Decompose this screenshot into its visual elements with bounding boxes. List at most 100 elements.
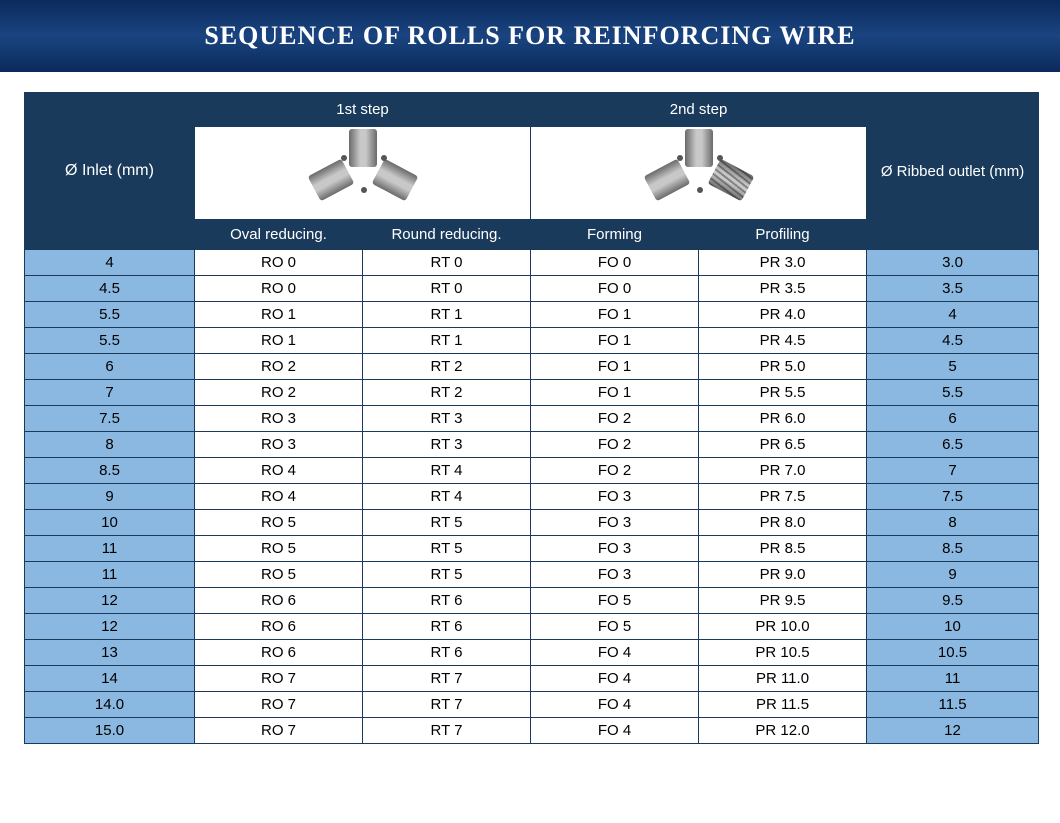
cell-forming: FO 3 xyxy=(531,536,699,562)
cell-profiling: PR 4.0 xyxy=(699,302,867,328)
cell-round: RT 2 xyxy=(363,354,531,380)
table-row: 7RO 2RT 2FO 1PR 5.55.5 xyxy=(25,380,1039,406)
cell-outlet: 7 xyxy=(867,458,1039,484)
table-body: 4RO 0RT 0FO 0PR 3.03.04.5RO 0RT 0FO 0PR … xyxy=(25,250,1039,744)
cell-profiling: PR 11.5 xyxy=(699,692,867,718)
cell-inlet: 5.5 xyxy=(25,302,195,328)
cell-oval: RO 7 xyxy=(195,692,363,718)
header-outlet: Ø Ribbed outlet (mm) xyxy=(867,93,1039,250)
cell-forming: FO 4 xyxy=(531,640,699,666)
step1-rolls-icon xyxy=(195,127,531,220)
cell-oval: RO 4 xyxy=(195,458,363,484)
cell-oval: RO 5 xyxy=(195,510,363,536)
header-step1: 1st step xyxy=(195,93,531,127)
cell-inlet: 13 xyxy=(25,640,195,666)
cell-round: RT 7 xyxy=(363,692,531,718)
cell-oval: RO 1 xyxy=(195,302,363,328)
cell-oval: RO 4 xyxy=(195,484,363,510)
cell-inlet: 7.5 xyxy=(25,406,195,432)
page-title: SEQUENCE OF ROLLS FOR REINFORCING WIRE xyxy=(0,0,1060,72)
cell-outlet: 10.5 xyxy=(867,640,1039,666)
cell-inlet: 4.5 xyxy=(25,276,195,302)
cell-outlet: 10 xyxy=(867,614,1039,640)
cell-profiling: PR 7.0 xyxy=(699,458,867,484)
cell-outlet: 4 xyxy=(867,302,1039,328)
cell-round: RT 5 xyxy=(363,536,531,562)
table-row: 5.5RO 1RT 1FO 1PR 4.54.5 xyxy=(25,328,1039,354)
cell-outlet: 9 xyxy=(867,562,1039,588)
cell-round: RT 1 xyxy=(363,302,531,328)
cell-inlet: 7 xyxy=(25,380,195,406)
table-row: 13RO 6RT 6FO 4PR 10.510.5 xyxy=(25,640,1039,666)
cell-inlet: 12 xyxy=(25,588,195,614)
cell-forming: FO 3 xyxy=(531,562,699,588)
table-row: 8.5RO 4RT 4FO 2PR 7.07 xyxy=(25,458,1039,484)
table-row: 5.5RO 1RT 1FO 1PR 4.04 xyxy=(25,302,1039,328)
cell-outlet: 8 xyxy=(867,510,1039,536)
cell-forming: FO 0 xyxy=(531,276,699,302)
table-row: 11RO 5RT 5FO 3PR 8.58.5 xyxy=(25,536,1039,562)
cell-forming: FO 2 xyxy=(531,406,699,432)
cell-profiling: PR 3.0 xyxy=(699,250,867,276)
cell-round: RT 3 xyxy=(363,432,531,458)
cell-oval: RO 7 xyxy=(195,718,363,744)
cell-outlet: 5 xyxy=(867,354,1039,380)
cell-inlet: 12 xyxy=(25,614,195,640)
cell-round: RT 7 xyxy=(363,666,531,692)
content-area: Ø Inlet (mm) 1st step 2nd step Ø Ribbed … xyxy=(0,72,1060,764)
cell-round: RT 3 xyxy=(363,406,531,432)
cell-profiling: PR 6.5 xyxy=(699,432,867,458)
table-row: 6RO 2RT 2FO 1PR 5.05 xyxy=(25,354,1039,380)
cell-outlet: 11.5 xyxy=(867,692,1039,718)
cell-profiling: PR 12.0 xyxy=(699,718,867,744)
cell-round: RT 0 xyxy=(363,276,531,302)
cell-round: RT 7 xyxy=(363,718,531,744)
cell-oval: RO 3 xyxy=(195,432,363,458)
cell-inlet: 9 xyxy=(25,484,195,510)
cell-forming: FO 4 xyxy=(531,666,699,692)
cell-oval: RO 6 xyxy=(195,588,363,614)
cell-forming: FO 1 xyxy=(531,302,699,328)
table-row: 4.5RO 0RT 0FO 0PR 3.53.5 xyxy=(25,276,1039,302)
cell-oval: RO 7 xyxy=(195,666,363,692)
cell-round: RT 6 xyxy=(363,640,531,666)
header-round: Round reducing. xyxy=(363,220,531,250)
step2-rolls-icon xyxy=(531,127,867,220)
cell-inlet: 10 xyxy=(25,510,195,536)
cell-forming: FO 5 xyxy=(531,588,699,614)
cell-outlet: 3.5 xyxy=(867,276,1039,302)
cell-forming: FO 2 xyxy=(531,458,699,484)
cell-inlet: 5.5 xyxy=(25,328,195,354)
cell-forming: FO 1 xyxy=(531,354,699,380)
cell-inlet: 14.0 xyxy=(25,692,195,718)
cell-oval: RO 2 xyxy=(195,380,363,406)
cell-outlet: 5.5 xyxy=(867,380,1039,406)
table-row: 8RO 3RT 3FO 2PR 6.56.5 xyxy=(25,432,1039,458)
cell-profiling: PR 3.5 xyxy=(699,276,867,302)
cell-forming: FO 0 xyxy=(531,250,699,276)
cell-oval: RO 5 xyxy=(195,536,363,562)
cell-inlet: 4 xyxy=(25,250,195,276)
cell-round: RT 5 xyxy=(363,562,531,588)
cell-profiling: PR 5.0 xyxy=(699,354,867,380)
cell-profiling: PR 10.5 xyxy=(699,640,867,666)
header-inlet: Ø Inlet (mm) xyxy=(25,93,195,250)
cell-profiling: PR 9.0 xyxy=(699,562,867,588)
cell-profiling: PR 6.0 xyxy=(699,406,867,432)
rolls-table: Ø Inlet (mm) 1st step 2nd step Ø Ribbed … xyxy=(24,92,1039,744)
table-row: 10RO 5RT 5FO 3PR 8.08 xyxy=(25,510,1039,536)
cell-inlet: 11 xyxy=(25,562,195,588)
cell-inlet: 11 xyxy=(25,536,195,562)
table-row: 12RO 6RT 6FO 5PR 10.010 xyxy=(25,614,1039,640)
cell-oval: RO 1 xyxy=(195,328,363,354)
cell-outlet: 12 xyxy=(867,718,1039,744)
table-row: 15.0RO 7RT 7FO 4PR 12.012 xyxy=(25,718,1039,744)
header-forming: Forming xyxy=(531,220,699,250)
cell-round: RT 4 xyxy=(363,458,531,484)
cell-round: RT 5 xyxy=(363,510,531,536)
cell-forming: FO 2 xyxy=(531,432,699,458)
header-step2: 2nd step xyxy=(531,93,867,127)
cell-round: RT 4 xyxy=(363,484,531,510)
cell-oval: RO 2 xyxy=(195,354,363,380)
cell-profiling: PR 11.0 xyxy=(699,666,867,692)
